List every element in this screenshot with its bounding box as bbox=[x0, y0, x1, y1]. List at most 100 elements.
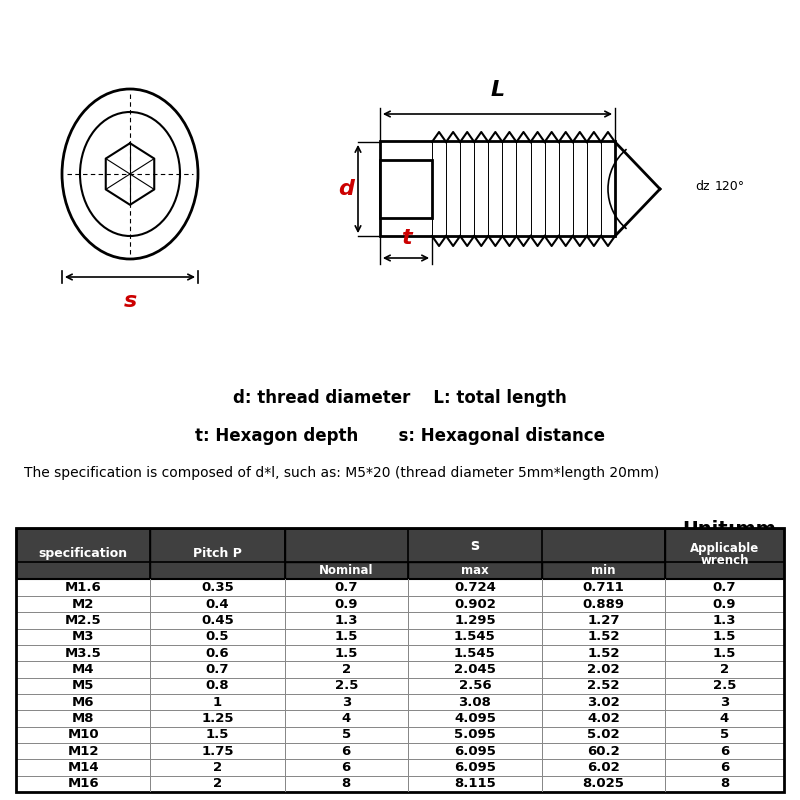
Bar bbox=[16, 710, 150, 726]
Text: 5: 5 bbox=[720, 728, 729, 742]
Bar bbox=[542, 694, 665, 710]
Text: 0.35: 0.35 bbox=[202, 581, 234, 594]
Bar bbox=[408, 694, 542, 710]
Text: M14: M14 bbox=[67, 761, 99, 774]
Text: 6.095: 6.095 bbox=[454, 745, 496, 758]
Bar bbox=[285, 694, 408, 710]
Text: 1.545: 1.545 bbox=[454, 630, 496, 643]
Text: 5: 5 bbox=[342, 728, 351, 742]
Bar bbox=[665, 629, 784, 645]
Text: 1.5: 1.5 bbox=[713, 630, 736, 643]
Text: L: L bbox=[490, 80, 505, 100]
Text: M2.5: M2.5 bbox=[65, 614, 102, 627]
Bar bbox=[542, 743, 665, 759]
Text: 1.5: 1.5 bbox=[334, 646, 358, 659]
Bar bbox=[16, 596, 150, 612]
Bar bbox=[408, 579, 542, 596]
Bar bbox=[665, 710, 784, 726]
Bar bbox=[542, 579, 665, 596]
Text: 3.08: 3.08 bbox=[458, 695, 491, 709]
Bar bbox=[16, 759, 150, 776]
Bar bbox=[16, 579, 150, 596]
Text: 2: 2 bbox=[213, 761, 222, 774]
Text: t: t bbox=[401, 228, 411, 248]
Bar bbox=[665, 528, 784, 579]
Text: 2: 2 bbox=[213, 778, 222, 790]
Text: wrench: wrench bbox=[700, 554, 749, 567]
Text: 1.295: 1.295 bbox=[454, 614, 496, 627]
Text: 4: 4 bbox=[720, 712, 729, 725]
Bar bbox=[285, 562, 408, 579]
Bar bbox=[16, 662, 150, 678]
Bar bbox=[285, 776, 408, 792]
Bar bbox=[285, 579, 408, 596]
Bar bbox=[665, 596, 784, 612]
Bar bbox=[542, 645, 665, 662]
Bar bbox=[665, 759, 784, 776]
Bar bbox=[16, 694, 150, 710]
Text: 6.02: 6.02 bbox=[587, 761, 620, 774]
Bar bbox=[665, 776, 784, 792]
Bar bbox=[408, 662, 542, 678]
Text: 0.902: 0.902 bbox=[454, 598, 496, 610]
Bar bbox=[408, 629, 542, 645]
Bar bbox=[150, 596, 285, 612]
Bar bbox=[408, 726, 542, 743]
Bar bbox=[150, 645, 285, 662]
Text: 2: 2 bbox=[342, 663, 351, 676]
Text: 1.75: 1.75 bbox=[202, 745, 234, 758]
Text: 0.889: 0.889 bbox=[582, 598, 625, 610]
Text: M3: M3 bbox=[72, 630, 94, 643]
Bar bbox=[150, 776, 285, 792]
Text: 8.025: 8.025 bbox=[582, 778, 625, 790]
Bar bbox=[380, 141, 615, 236]
Bar bbox=[542, 612, 665, 629]
Text: 60.2: 60.2 bbox=[587, 745, 620, 758]
Bar bbox=[542, 759, 665, 776]
Text: 2.56: 2.56 bbox=[458, 679, 491, 692]
Text: 0.4: 0.4 bbox=[206, 598, 230, 610]
Text: min: min bbox=[591, 565, 616, 578]
Bar bbox=[285, 743, 408, 759]
Text: 0.5: 0.5 bbox=[206, 630, 230, 643]
Bar bbox=[285, 726, 408, 743]
Text: M1.6: M1.6 bbox=[65, 581, 102, 594]
Text: 1.3: 1.3 bbox=[334, 614, 358, 627]
Text: 1.52: 1.52 bbox=[587, 630, 620, 643]
Text: M8: M8 bbox=[72, 712, 94, 725]
Bar bbox=[542, 562, 665, 579]
Text: d: d bbox=[338, 179, 354, 199]
Bar bbox=[150, 726, 285, 743]
Bar bbox=[285, 759, 408, 776]
Bar bbox=[542, 662, 665, 678]
Bar bbox=[285, 678, 408, 694]
Bar bbox=[150, 528, 285, 579]
Bar bbox=[285, 612, 408, 629]
Bar bbox=[542, 710, 665, 726]
Text: 0.9: 0.9 bbox=[334, 598, 358, 610]
Bar bbox=[408, 612, 542, 629]
Text: M3.5: M3.5 bbox=[65, 646, 102, 659]
Text: 2.52: 2.52 bbox=[587, 679, 620, 692]
Text: 5.02: 5.02 bbox=[587, 728, 620, 742]
Bar bbox=[150, 612, 285, 629]
Text: 0.7: 0.7 bbox=[713, 581, 736, 594]
Bar bbox=[285, 629, 408, 645]
Text: s: s bbox=[470, 538, 479, 553]
Text: The specification is composed of d*l, such as: M5*20 (thread diameter 5mm*length: The specification is composed of d*l, su… bbox=[24, 466, 659, 480]
Text: 2.5: 2.5 bbox=[713, 679, 736, 692]
Bar bbox=[665, 645, 784, 662]
Text: 4.02: 4.02 bbox=[587, 712, 620, 725]
Text: 3: 3 bbox=[720, 695, 729, 709]
Bar bbox=[285, 662, 408, 678]
Bar bbox=[542, 596, 665, 612]
Text: 120°: 120° bbox=[715, 181, 745, 194]
Text: 1.3: 1.3 bbox=[713, 614, 736, 627]
Text: 0.45: 0.45 bbox=[202, 614, 234, 627]
Text: 1.5: 1.5 bbox=[334, 630, 358, 643]
Text: 2.02: 2.02 bbox=[587, 663, 620, 676]
Text: Pitch P: Pitch P bbox=[193, 547, 242, 560]
Text: 8: 8 bbox=[342, 778, 351, 790]
Text: 5.095: 5.095 bbox=[454, 728, 496, 742]
Bar bbox=[150, 629, 285, 645]
